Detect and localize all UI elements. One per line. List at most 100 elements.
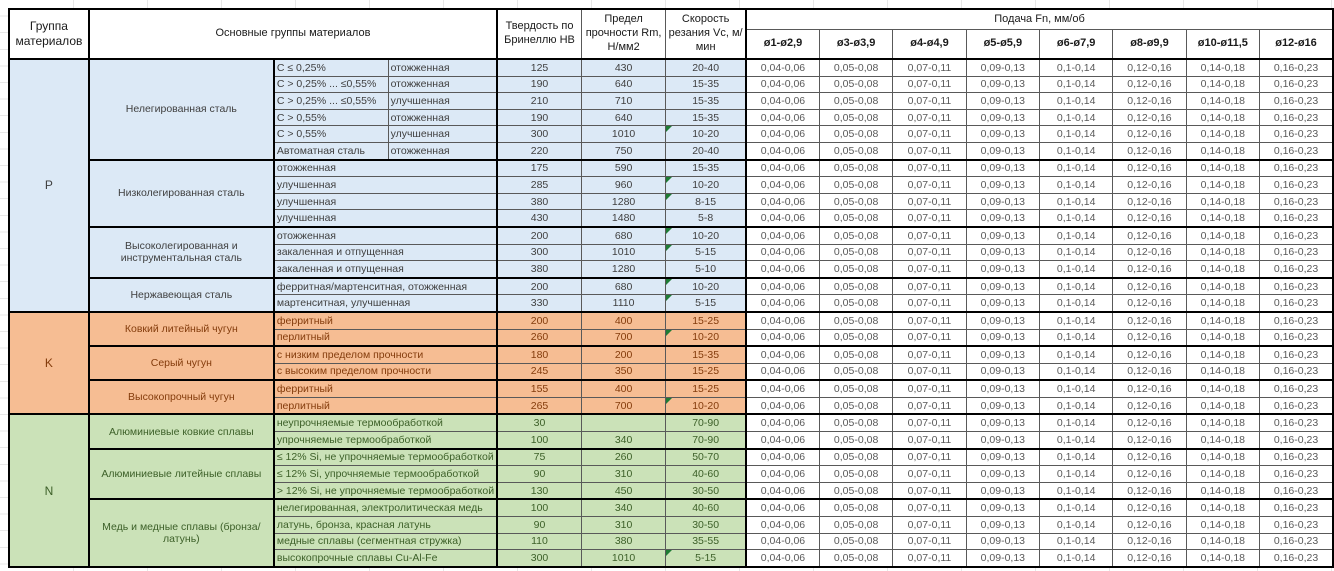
strength-cell[interactable]: 260 <box>580 447 667 467</box>
feed-cell[interactable]: 0,16-0,23 <box>1259 498 1334 518</box>
header-feed-diameter[interactable]: ø3-ø3,9 <box>818 29 894 60</box>
hardness-cell[interactable]: 245 <box>496 362 582 381</box>
treatment-cell[interactable]: отожженная <box>387 141 498 161</box>
feed-cell[interactable]: 0,12-0,16 <box>1112 92 1187 110</box>
feed-cell[interactable]: 0,05-0,08 <box>818 481 894 500</box>
feed-cell[interactable]: 0,05-0,08 <box>818 75 894 94</box>
feed-cell[interactable]: 0,14-0,18 <box>1185 345 1261 364</box>
strength-cell[interactable]: 680 <box>580 276 667 296</box>
cutting-speed-cell[interactable]: 10-20 <box>665 276 748 296</box>
strength-cell[interactable]: 590 <box>580 158 667 178</box>
feed-cell[interactable]: 0,07-0,11 <box>892 243 967 262</box>
strength-cell[interactable]: 1280 <box>580 192 667 211</box>
feed-cell[interactable]: 0,09-0,13 <box>965 276 1041 296</box>
feed-cell[interactable]: 0,14-0,18 <box>1185 92 1261 110</box>
material-subtype-cell[interactable]: Автоматная сталь <box>273 141 389 161</box>
feed-cell[interactable]: 0,05-0,08 <box>818 243 894 262</box>
hardness-cell[interactable]: 75 <box>496 447 582 467</box>
feed-cell[interactable]: 0,14-0,18 <box>1185 447 1261 467</box>
feed-cell[interactable]: 0,07-0,11 <box>892 481 967 500</box>
hardness-cell[interactable]: 330 <box>496 294 582 313</box>
feed-cell[interactable]: 0,09-0,13 <box>965 431 1041 450</box>
feed-cell[interactable]: 0,16-0,23 <box>1259 158 1334 178</box>
feed-cell[interactable]: 0,07-0,11 <box>892 108 967 127</box>
feed-cell[interactable]: 0,1-0,14 <box>1039 243 1114 262</box>
feed-cell[interactable]: 0,09-0,13 <box>965 549 1041 568</box>
material-subtype-cell[interactable]: неупрочняемые термообработкой <box>273 413 498 433</box>
material-subtype-cell[interactable]: улучшенная <box>273 192 498 211</box>
feed-cell[interactable]: 0,04-0,06 <box>745 431 820 450</box>
material-subtype-cell[interactable]: > 12% Si, не упрочняемые термообработкой <box>273 481 498 500</box>
header-feed-diameter[interactable]: ø5-ø5,9 <box>965 29 1041 60</box>
feed-cell[interactable]: 0,14-0,18 <box>1185 516 1261 534</box>
feed-cell[interactable]: 0,16-0,23 <box>1259 276 1334 296</box>
hardness-cell[interactable]: 130 <box>496 481 582 500</box>
strength-cell[interactable]: 310 <box>580 516 667 534</box>
feed-cell[interactable]: 0,09-0,13 <box>965 176 1041 194</box>
feed-cell[interactable]: 0,04-0,06 <box>745 176 820 194</box>
feed-cell[interactable]: 0,07-0,11 <box>892 396 967 415</box>
feed-cell[interactable]: 0,12-0,16 <box>1112 108 1187 127</box>
feed-cell[interactable]: 0,16-0,23 <box>1259 209 1334 228</box>
header-tensile-strength[interactable]: Предел прочности Rm, Н/мм2 <box>580 8 667 60</box>
cutting-speed-cell[interactable]: 15-35 <box>665 108 748 127</box>
feed-cell[interactable]: 0,16-0,23 <box>1259 431 1334 450</box>
feed-cell[interactable]: 0,07-0,11 <box>892 294 967 313</box>
hardness-cell[interactable]: 180 <box>496 345 582 364</box>
cutting-speed-cell[interactable]: 5-10 <box>665 260 748 279</box>
feed-cell[interactable]: 0,05-0,08 <box>818 176 894 194</box>
feed-cell[interactable]: 0,09-0,13 <box>965 328 1041 347</box>
hardness-cell[interactable]: 190 <box>496 75 582 94</box>
hardness-cell[interactable]: 90 <box>496 465 582 483</box>
feed-cell[interactable]: 0,09-0,13 <box>965 362 1041 381</box>
hardness-cell[interactable]: 125 <box>496 57 582 77</box>
feed-cell[interactable]: 0,16-0,23 <box>1259 328 1334 347</box>
material-subtype-cell[interactable]: высокопрочные сплавы Cu-Al-Fe <box>273 549 498 568</box>
feed-cell[interactable]: 0,05-0,08 <box>818 209 894 228</box>
feed-cell[interactable]: 0,04-0,06 <box>745 328 820 347</box>
feed-cell[interactable]: 0,07-0,11 <box>892 75 967 94</box>
feed-cell[interactable]: 0,14-0,18 <box>1185 192 1261 211</box>
feed-cell[interactable]: 0,1-0,14 <box>1039 108 1114 127</box>
feed-cell[interactable]: 0,16-0,23 <box>1259 260 1334 279</box>
feed-cell[interactable]: 0,12-0,16 <box>1112 243 1187 262</box>
feed-cell[interactable]: 0,16-0,23 <box>1259 310 1334 330</box>
material-family-cell[interactable]: Ковкий литейный чугун <box>88 310 275 347</box>
feed-cell[interactable]: 0,12-0,16 <box>1112 209 1187 228</box>
strength-cell[interactable]: 380 <box>580 532 667 551</box>
cutting-speed-cell[interactable]: 40-60 <box>665 465 748 483</box>
feed-cell[interactable]: 0,04-0,06 <box>745 294 820 313</box>
feed-cell[interactable]: 0,05-0,08 <box>818 498 894 518</box>
header-brinell-hardness[interactable]: Твердость по Бринеллю HB <box>496 8 582 60</box>
strength-cell[interactable]: 450 <box>580 481 667 500</box>
feed-cell[interactable]: 0,14-0,18 <box>1185 276 1261 296</box>
hardness-cell[interactable]: 155 <box>496 379 582 398</box>
feed-cell[interactable]: 0,04-0,06 <box>745 260 820 279</box>
cutting-speed-cell[interactable]: 15-25 <box>665 362 748 381</box>
feed-cell[interactable]: 0,12-0,16 <box>1112 310 1187 330</box>
header-cutting-speed[interactable]: Скорость резания Vc, м/мин <box>665 8 748 60</box>
feed-cell[interactable]: 0,09-0,13 <box>965 447 1041 467</box>
cutting-speed-cell[interactable]: 5-15 <box>665 294 748 313</box>
feed-cell[interactable]: 0,04-0,06 <box>745 362 820 381</box>
hardness-cell[interactable]: 300 <box>496 125 582 143</box>
feed-cell[interactable]: 0,09-0,13 <box>965 243 1041 262</box>
cutting-speed-cell[interactable]: 30-50 <box>665 481 748 500</box>
material-subtype-cell[interactable]: ≤ 12% Si, упрочняемые термообработкой <box>273 465 498 483</box>
feed-cell[interactable]: 0,07-0,11 <box>892 379 967 398</box>
feed-cell[interactable]: 0,16-0,23 <box>1259 75 1334 94</box>
feed-cell[interactable]: 0,1-0,14 <box>1039 431 1114 450</box>
feed-cell[interactable]: 0,12-0,16 <box>1112 294 1187 313</box>
feed-cell[interactable]: 0,09-0,13 <box>965 379 1041 398</box>
feed-cell[interactable]: 0,04-0,06 <box>745 209 820 228</box>
feed-cell[interactable]: 0,12-0,16 <box>1112 549 1187 568</box>
feed-cell[interactable]: 0,1-0,14 <box>1039 294 1114 313</box>
hardness-cell[interactable]: 30 <box>496 413 582 433</box>
feed-cell[interactable]: 0,05-0,08 <box>818 431 894 450</box>
cutting-speed-cell[interactable]: 20-40 <box>665 57 748 77</box>
feed-cell[interactable]: 0,04-0,06 <box>745 192 820 211</box>
feed-cell[interactable]: 0,12-0,16 <box>1112 158 1187 178</box>
feed-cell[interactable]: 0,05-0,08 <box>818 532 894 551</box>
feed-cell[interactable]: 0,09-0,13 <box>965 75 1041 94</box>
feed-cell[interactable]: 0,04-0,06 <box>745 465 820 483</box>
